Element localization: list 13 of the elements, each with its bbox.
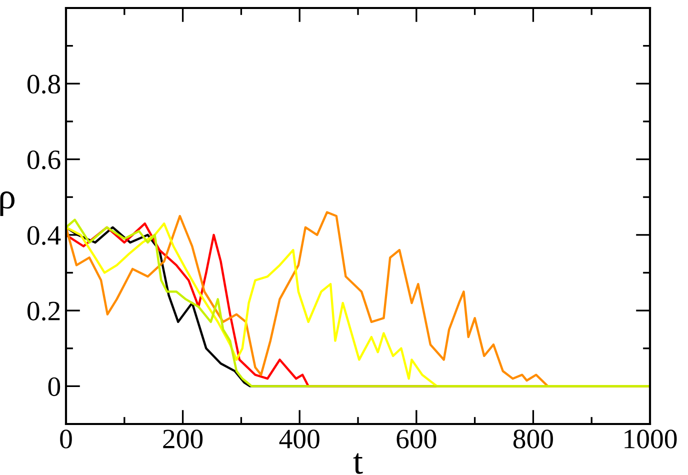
x-tick-label: 0 [60,430,72,448]
x-tick-label: 600 [396,430,436,448]
y-tick-label: 0.2 [27,302,60,321]
x-tick-label: 800 [513,430,553,448]
x-tick-label: 1000 [624,430,677,448]
y-tick-label: 0.8 [27,74,60,94]
y-tick-label: 0 [48,377,60,396]
x-tick-label: 200 [163,430,203,448]
x-tick-label: 400 [279,430,320,448]
y-tick-label: 0.6 [27,150,60,170]
y-tick-label: 0.4 [27,226,61,245]
x-axis-title: t [353,453,363,474]
y-axis-title: ρ [0,191,15,216]
